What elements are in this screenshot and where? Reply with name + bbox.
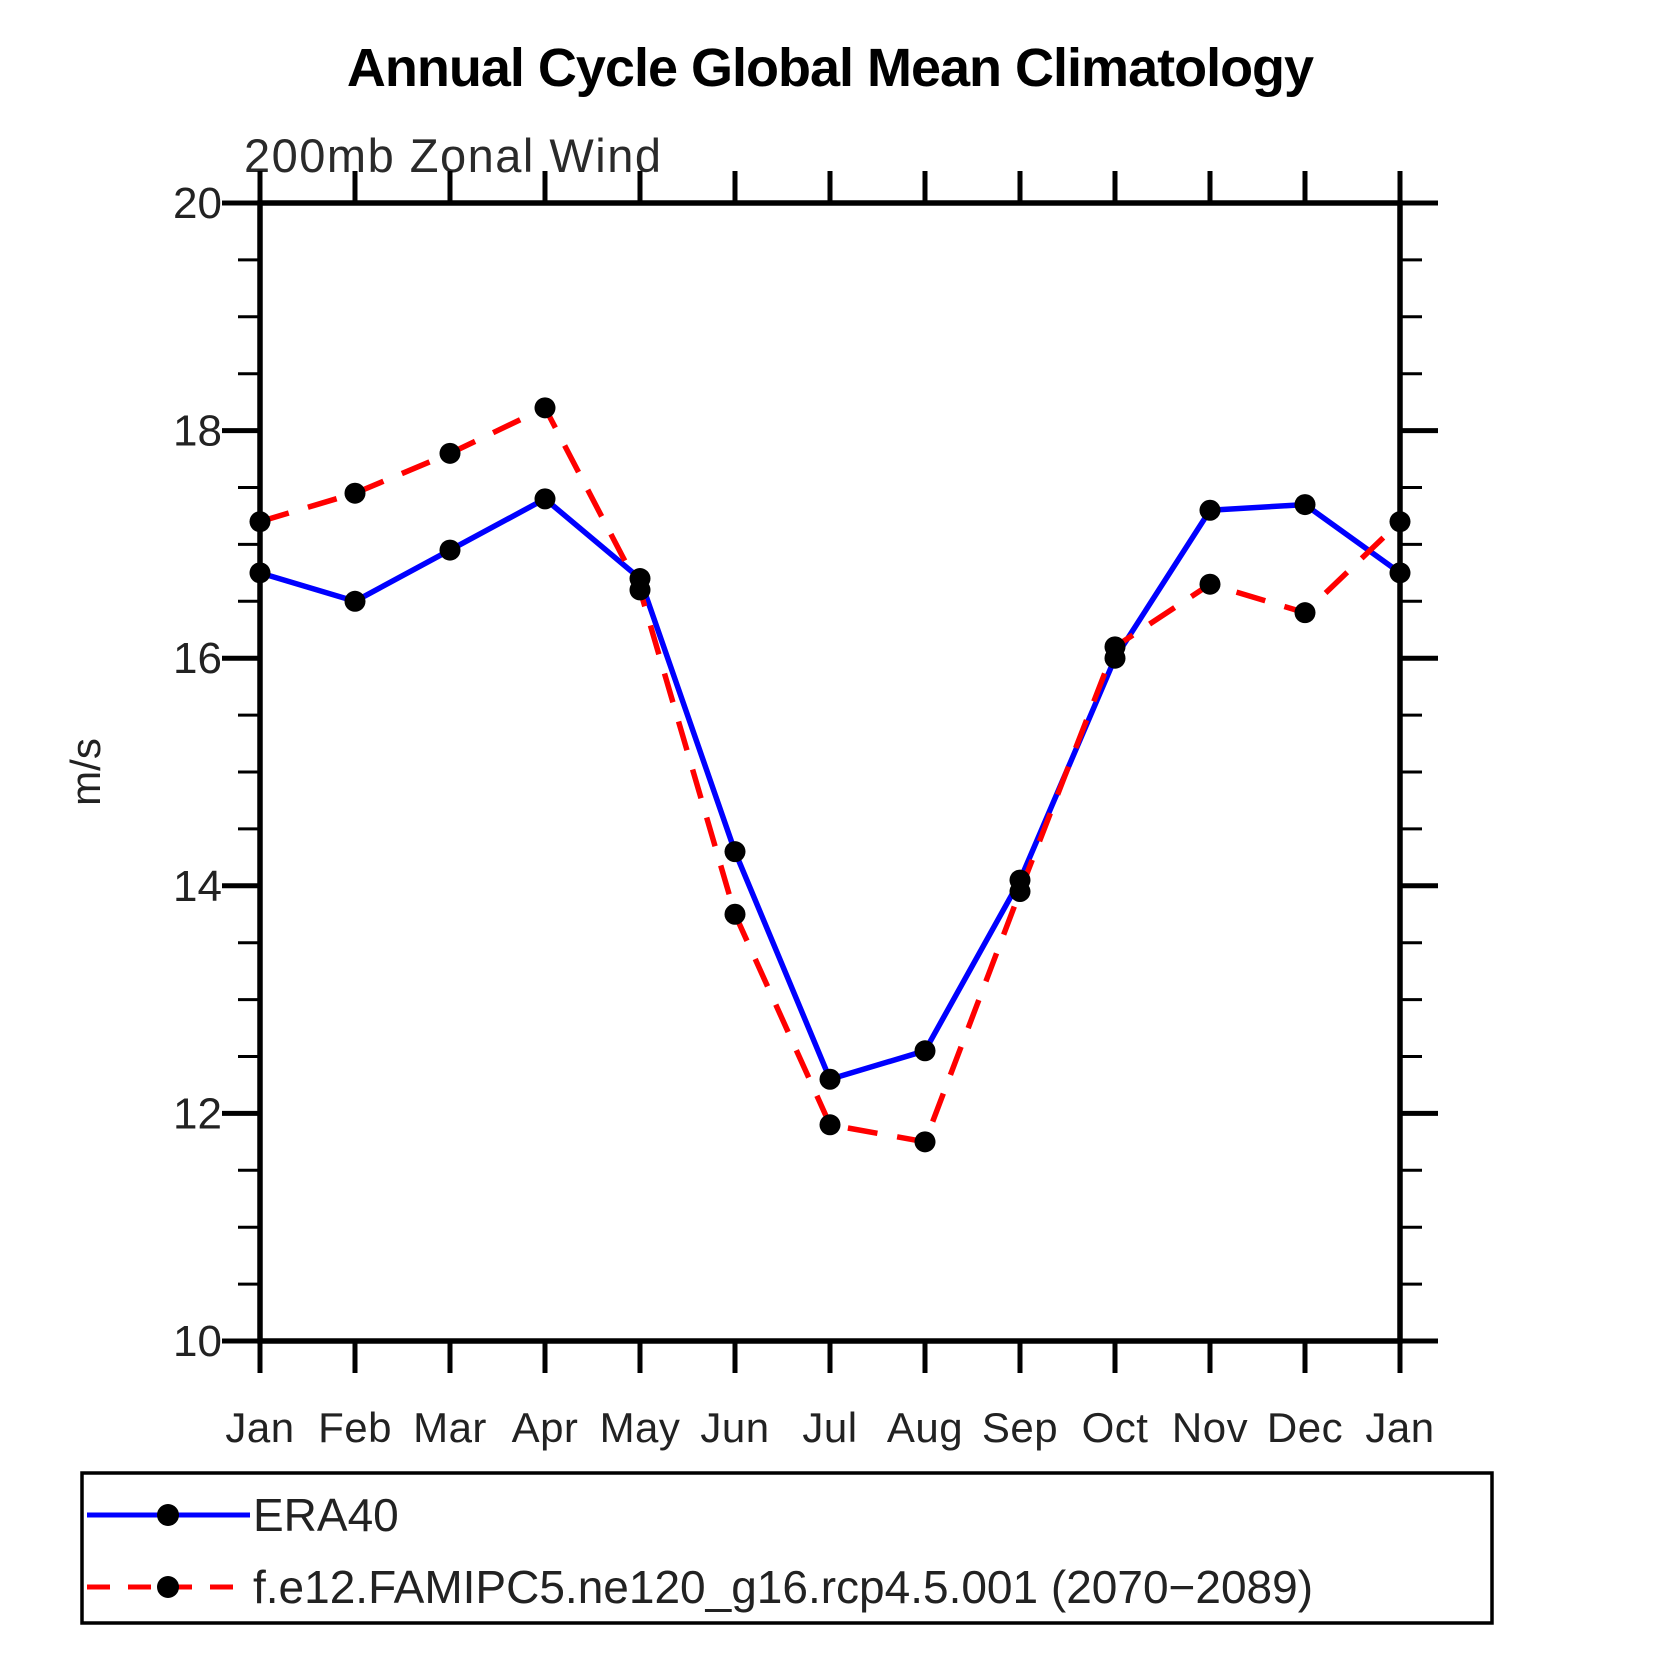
month-label: Mar <box>413 1404 487 1451</box>
month-label: Jul <box>802 1404 857 1451</box>
data-point-marker-s1 <box>249 511 271 533</box>
data-point-marker-s0 <box>1389 562 1411 584</box>
data-point-marker-s0 <box>534 488 556 510</box>
legend-entry-model: f.e12.FAMIPC5.ne120_g16.rcp4.5.001 (2070… <box>87 1561 1313 1613</box>
y-tick-label: 14 <box>173 862 222 911</box>
data-point-marker-s0 <box>1294 494 1316 516</box>
axes-layer: 10 12 14 16 18 20 Jan Feb Mar Apr May Jun Jul Aug Sep O… <box>173 171 1438 1451</box>
data-point-marker-s1 <box>629 579 651 601</box>
legend-label-era40: ERA40 <box>253 1489 399 1541</box>
series-layer <box>249 397 1411 1153</box>
data-point-marker-s0 <box>819 1068 841 1090</box>
data-point-marker-s0 <box>439 539 461 561</box>
series-line-1 <box>259 405 1402 1145</box>
month-label: Jun <box>700 1404 769 1451</box>
y-tick-label: 10 <box>173 1317 222 1366</box>
data-point-marker-s1 <box>1199 573 1221 595</box>
month-label: Nov <box>1172 1404 1248 1451</box>
series-line-0 <box>259 496 1402 1083</box>
y-tick-label: 16 <box>173 634 222 683</box>
legend-label-model: f.e12.FAMIPC5.ne120_g16.rcp4.5.001 (2070… <box>253 1561 1313 1613</box>
month-label: Apr <box>512 1404 579 1451</box>
month-label: May <box>600 1404 681 1451</box>
y-axis-label: m/s <box>62 738 109 806</box>
y-tick-label: 20 <box>173 179 222 228</box>
month-label: Jan <box>1365 1404 1434 1451</box>
plot-frame <box>257 200 1403 1344</box>
month-label: Oct <box>1082 1404 1149 1451</box>
chart-subtitle: 200mb Zonal Wind <box>244 129 662 182</box>
data-point-marker-s1 <box>724 903 746 925</box>
data-point-marker-s1 <box>1294 602 1316 624</box>
data-point-marker-s0 <box>724 841 746 863</box>
data-point-marker-s1 <box>439 442 461 464</box>
legend-entry-era40: ERA40 <box>87 1489 399 1541</box>
legend-box: ERA40 f.e12.FAMIPC5.ne120_g16.rcp4.5.001… <box>80 1471 1494 1625</box>
month-label: Aug <box>887 1404 963 1451</box>
data-point-marker-s0 <box>914 1040 936 1062</box>
y-tick-label: 12 <box>173 1089 222 1138</box>
chart-title: Annual Cycle Global Mean Climatology <box>347 38 1314 98</box>
legend-frame <box>80 1471 1494 1625</box>
data-point-marker-s1 <box>344 482 366 504</box>
legend-marker-dot <box>157 1576 179 1598</box>
month-label: Feb <box>318 1404 392 1451</box>
data-point-marker-s1 <box>1389 511 1411 533</box>
data-point-marker-s0 <box>344 590 366 612</box>
data-point-marker-s0 <box>1199 499 1221 521</box>
month-label: Sep <box>982 1404 1058 1451</box>
data-point-marker-s1 <box>1009 880 1031 902</box>
data-point-marker-s1 <box>534 397 556 419</box>
legend-marker-dot <box>157 1504 179 1526</box>
month-label: Jan <box>225 1404 294 1451</box>
data-point-marker-s1 <box>914 1131 936 1153</box>
data-point-marker-s0 <box>249 562 271 584</box>
data-point-marker-s1 <box>819 1114 841 1136</box>
month-label: Dec <box>1267 1404 1343 1451</box>
y-tick-label: 18 <box>173 407 222 456</box>
data-point-marker-s1 <box>1104 636 1126 658</box>
